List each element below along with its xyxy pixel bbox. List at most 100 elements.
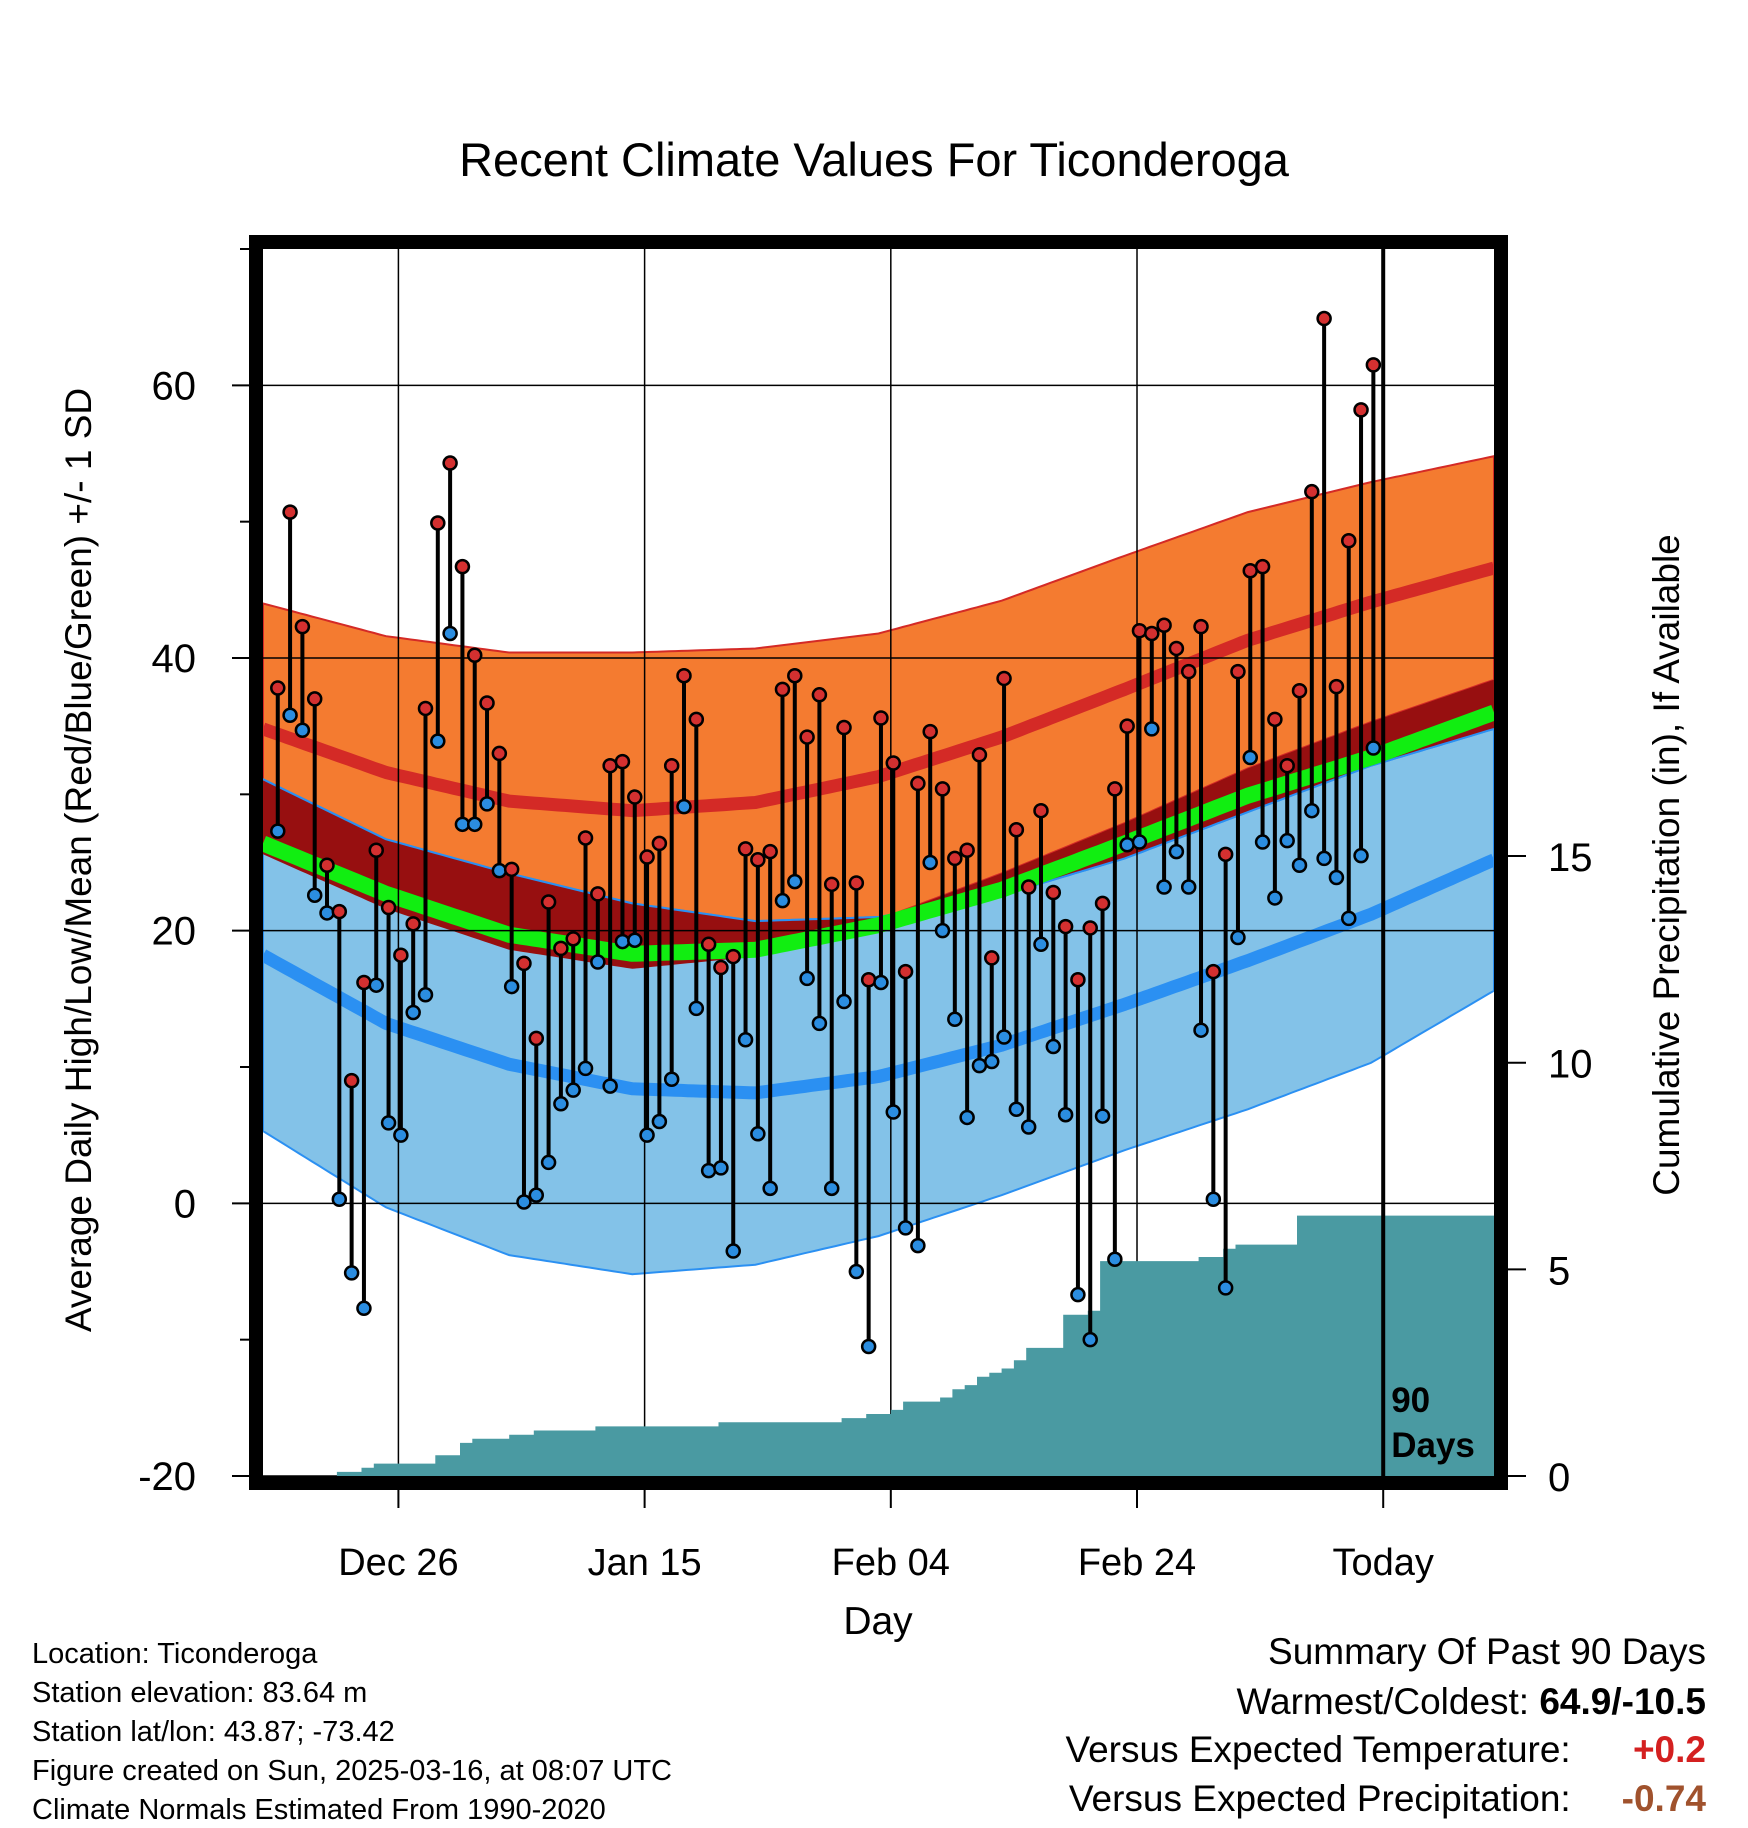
- low-point: [442, 625, 458, 642]
- high-point: [442, 455, 458, 471]
- high-point: [540, 894, 557, 910]
- high-point: [848, 875, 865, 891]
- y-tick-label: 40: [152, 637, 197, 681]
- high-point: [947, 850, 963, 867]
- high-point: [1267, 711, 1283, 728]
- high-point: [270, 680, 286, 696]
- high-point: [860, 971, 877, 988]
- y2-tick-label: 0: [1548, 1456, 1570, 1500]
- high-point: [1131, 622, 1148, 639]
- high-point: [1316, 310, 1332, 327]
- y2-axis-label: Cumulative Precipitation (in), If Availa…: [1646, 534, 1687, 1196]
- high-point: [996, 670, 1012, 687]
- low-point: [294, 722, 311, 739]
- warmest-coldest-label: Warmest/Coldest:: [1236, 1681, 1530, 1722]
- high-point: [663, 757, 680, 774]
- low-point: [651, 1113, 668, 1130]
- low-point: [725, 1243, 741, 1259]
- high-point: [700, 936, 717, 953]
- low-point: [1144, 721, 1160, 737]
- high-point: [836, 719, 852, 736]
- high-point: [1168, 640, 1185, 657]
- high-point: [1057, 918, 1074, 935]
- low-point: [577, 1060, 594, 1077]
- low-point: [1316, 850, 1332, 867]
- low-point: [590, 954, 606, 970]
- low-point: [873, 974, 889, 991]
- warmest-coldest-value: 64.9/-10.5: [1539, 1681, 1706, 1722]
- x-tick-label: Today: [1333, 1542, 1434, 1584]
- high-point: [466, 647, 483, 664]
- low-point: [454, 816, 471, 833]
- low-point: [1267, 890, 1283, 906]
- y-tick-label: -20: [138, 1455, 196, 1499]
- high-point: [516, 955, 532, 972]
- low-point: [1365, 740, 1382, 756]
- low-point: [1291, 857, 1308, 873]
- low-point: [282, 707, 298, 724]
- low-point: [614, 933, 631, 950]
- precip-vs-expected-value: -0.74: [1621, 1778, 1706, 1819]
- low-point: [1180, 879, 1197, 895]
- high-point: [1008, 822, 1025, 838]
- summary-warmest-coldest: Warmest/Coldest: 64.9/-10.5: [1236, 1683, 1706, 1720]
- low-point: [762, 1180, 778, 1197]
- high-point: [393, 947, 409, 963]
- low-point: [553, 1096, 569, 1112]
- high-point: [1304, 483, 1320, 500]
- high-normal-line: [263, 561, 1494, 818]
- high-point: [417, 700, 434, 717]
- high-point: [282, 504, 298, 520]
- low-point: [836, 993, 852, 1010]
- high-point: [725, 948, 741, 965]
- low-point: [306, 887, 323, 903]
- high-point: [750, 852, 766, 868]
- low-point: [1340, 910, 1357, 927]
- high-point: [774, 681, 791, 698]
- high-point: [590, 886, 606, 902]
- low-point: [897, 1220, 914, 1236]
- high-point: [405, 916, 421, 932]
- x-axis-label: Day: [843, 1600, 913, 1643]
- low-point: [1242, 749, 1259, 766]
- high-point: [565, 931, 581, 947]
- high-point: [971, 747, 988, 763]
- y2-tick-label: 5: [1548, 1249, 1570, 1293]
- high-point: [479, 695, 495, 711]
- low-point: [787, 873, 803, 890]
- summary-title: Summary Of Past 90 Days: [1268, 1631, 1706, 1672]
- low-point: [380, 1115, 397, 1131]
- low-point: [1045, 1038, 1062, 1055]
- high-point: [454, 558, 471, 575]
- high-point: [811, 687, 828, 703]
- low-point: [959, 1109, 975, 1126]
- low-point: [910, 1237, 926, 1254]
- info-latlon: Station lat/lon: 43.87; -73.42: [32, 1716, 395, 1748]
- low-point: [1304, 802, 1320, 819]
- high-point: [1353, 402, 1369, 418]
- high-point: [491, 745, 508, 762]
- high-point: [737, 841, 754, 857]
- high-point: [1193, 618, 1209, 635]
- low-point: [811, 1015, 828, 1032]
- high-point: [528, 1030, 545, 1047]
- high-point: [1180, 663, 1197, 680]
- low-point: [270, 823, 286, 839]
- low-point: [1057, 1106, 1074, 1123]
- plot-frame: [249, 235, 1508, 1490]
- low-point: [393, 1127, 409, 1143]
- low-point: [860, 1338, 877, 1355]
- low-point: [1107, 1251, 1123, 1267]
- low-point: [479, 796, 495, 812]
- days-window-label-number: 90: [1391, 1381, 1430, 1420]
- low-point: [1328, 869, 1345, 886]
- y2-tick-label: 15: [1548, 836, 1593, 880]
- high-point: [1340, 533, 1357, 549]
- high-point: [823, 876, 840, 893]
- precip-area: [263, 1215, 1494, 1476]
- low-point: [1353, 847, 1369, 864]
- low-point: [885, 1104, 902, 1120]
- low-point: [934, 922, 951, 939]
- chart-title: Recent Climate Values For Ticonderoga: [459, 133, 1290, 186]
